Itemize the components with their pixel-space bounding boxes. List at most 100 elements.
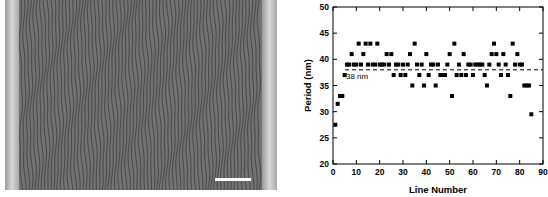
stripe	[237, 0, 240, 190]
y-tick	[539, 59, 543, 60]
point	[501, 52, 505, 56]
x-tick	[496, 7, 497, 11]
stripe	[19, 0, 22, 190]
x-tick-label: 90	[538, 167, 548, 177]
reference-label: 38 nm	[346, 72, 369, 81]
point	[445, 63, 449, 67]
y-tick	[333, 33, 337, 34]
plot-frame	[333, 7, 543, 164]
point	[373, 63, 377, 67]
point	[364, 42, 368, 46]
stripe	[165, 0, 168, 190]
stripe	[200, 0, 203, 190]
x-tick-label: 80	[515, 167, 525, 177]
point	[410, 84, 414, 88]
point	[494, 52, 498, 56]
x-tick	[473, 7, 474, 11]
point	[396, 63, 400, 67]
stripe	[43, 0, 47, 190]
stripe	[47, 0, 50, 190]
stripe	[84, 0, 87, 190]
point	[485, 84, 489, 88]
electrode-band	[5, 0, 19, 190]
point	[457, 63, 461, 67]
point	[452, 42, 456, 46]
point	[520, 63, 524, 67]
stripe	[152, 0, 155, 190]
stripe	[94, 0, 97, 190]
y-tick	[333, 7, 337, 8]
x-tick	[449, 160, 450, 164]
stripe	[98, 0, 101, 190]
y-tick	[539, 85, 543, 86]
x-tick	[449, 7, 450, 11]
stripe	[155, 0, 158, 190]
y-tick	[333, 59, 337, 60]
stripe	[169, 0, 172, 190]
x-tick	[333, 7, 334, 11]
stripe	[220, 0, 223, 190]
point	[471, 73, 475, 77]
point	[480, 63, 484, 67]
point	[459, 73, 463, 77]
y-tick-label: 50	[320, 2, 330, 12]
stripe	[172, 0, 175, 190]
stripe	[145, 0, 148, 190]
point	[403, 73, 407, 77]
stripe	[135, 0, 138, 190]
stripe	[142, 0, 145, 190]
point	[499, 73, 503, 77]
y-tick-label: 35	[320, 81, 330, 91]
y-tick	[539, 164, 543, 165]
x-tick-label: 40	[422, 167, 432, 177]
point	[357, 42, 361, 46]
y-tick-label: 25	[320, 133, 330, 143]
stripe	[179, 0, 182, 190]
x-tick-label: 30	[398, 167, 408, 177]
stripe	[108, 0, 111, 190]
point	[529, 112, 533, 116]
point	[434, 84, 438, 88]
point	[443, 73, 447, 77]
y-tick	[333, 137, 337, 138]
stripe	[186, 0, 189, 190]
stripe	[74, 0, 77, 190]
x-tick	[356, 7, 357, 11]
y-tick-label: 40	[320, 54, 330, 64]
x-tick	[379, 160, 380, 164]
x-tick	[496, 160, 497, 164]
point	[413, 42, 417, 46]
stripe	[81, 0, 84, 190]
point	[422, 84, 426, 88]
stripe	[91, 0, 94, 190]
stripe	[101, 0, 104, 190]
x-tick	[403, 160, 404, 164]
point	[487, 63, 491, 67]
stripe	[87, 0, 90, 190]
y-tick	[333, 111, 337, 112]
stripe	[50, 0, 53, 190]
point	[450, 94, 454, 98]
x-tick-label: 70	[492, 167, 502, 177]
stripe	[230, 0, 233, 190]
stripe	[233, 0, 236, 190]
x-tick	[333, 160, 334, 164]
point	[515, 52, 519, 56]
point	[361, 52, 365, 56]
x-tick	[519, 160, 520, 164]
x-tick	[379, 7, 380, 11]
y-tick	[539, 7, 543, 8]
stripe	[60, 0, 63, 190]
stripe	[64, 0, 67, 190]
point	[415, 63, 419, 67]
plot-area	[333, 42, 543, 127]
point	[513, 63, 517, 67]
stripe	[54, 0, 57, 190]
point	[392, 73, 396, 77]
point	[527, 84, 531, 88]
point	[347, 63, 351, 67]
x-tick	[543, 160, 544, 164]
stripe	[196, 0, 199, 190]
point	[506, 73, 510, 77]
point	[492, 42, 496, 46]
